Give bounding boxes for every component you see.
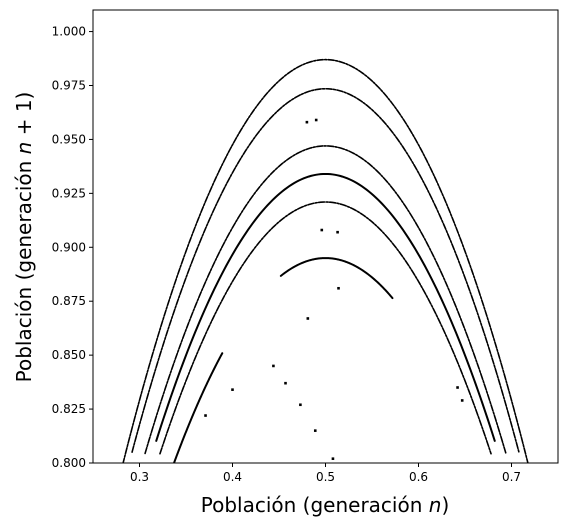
y-tick-label: 0.875: [52, 294, 86, 308]
curve-series-5: [159, 201, 492, 455]
scatter-point: [331, 457, 335, 460]
y-tick-label: 0.975: [52, 79, 86, 93]
curve-series-4: [155, 172, 496, 442]
scatter-point: [306, 317, 310, 320]
y-tick-label: 0.850: [52, 348, 86, 362]
scatter-point: [284, 381, 287, 385]
scatter-point: [336, 230, 339, 234]
x-tick-label: 0.7: [502, 470, 521, 484]
curve-series-3: [144, 145, 507, 455]
y-axis-ticks: 0.800 0.825 0.850 0.875 0.900 0.925 0.950 0.975…: [52, 25, 93, 470]
curve-series-2: [131, 87, 520, 453]
scatter-point: [460, 399, 464, 402]
x-axis-title: Población (generación n): [201, 493, 450, 517]
scatter-point: [313, 429, 317, 432]
y-tick-label: 0.925: [52, 186, 86, 200]
curve-series-1: [122, 58, 529, 463]
scatter-point: [204, 414, 207, 417]
y-tick-label: 1.000: [52, 25, 86, 39]
x-tick-label: 0.3: [130, 470, 149, 484]
x-tick-label: 0.4: [223, 470, 242, 484]
data-marks: [122, 58, 529, 463]
y-tick-label: 0.900: [52, 240, 86, 254]
scatter-point: [320, 228, 324, 232]
curve-series-7: [172, 352, 224, 463]
x-tick-label: 0.6: [409, 470, 428, 484]
scatter-point: [337, 286, 340, 290]
scatter-point: [456, 386, 459, 389]
scatter-point: [305, 120, 309, 124]
x-tick-label: 0.5: [316, 470, 335, 484]
y-tick-label: 0.825: [52, 402, 86, 416]
scatter-point: [272, 364, 275, 368]
y-tick-label: 0.950: [52, 132, 86, 146]
curve-series-6: [279, 257, 394, 300]
y-tick-label: 0.800: [52, 456, 86, 470]
scatter-point: [299, 403, 302, 407]
x-axis-ticks: 0.3 0.4 0.5 0.6 0.7: [130, 463, 521, 484]
y-axis-title: Población (generación n + 1): [12, 92, 36, 383]
scatter-point: [314, 118, 318, 122]
scatter-point: [231, 388, 234, 391]
